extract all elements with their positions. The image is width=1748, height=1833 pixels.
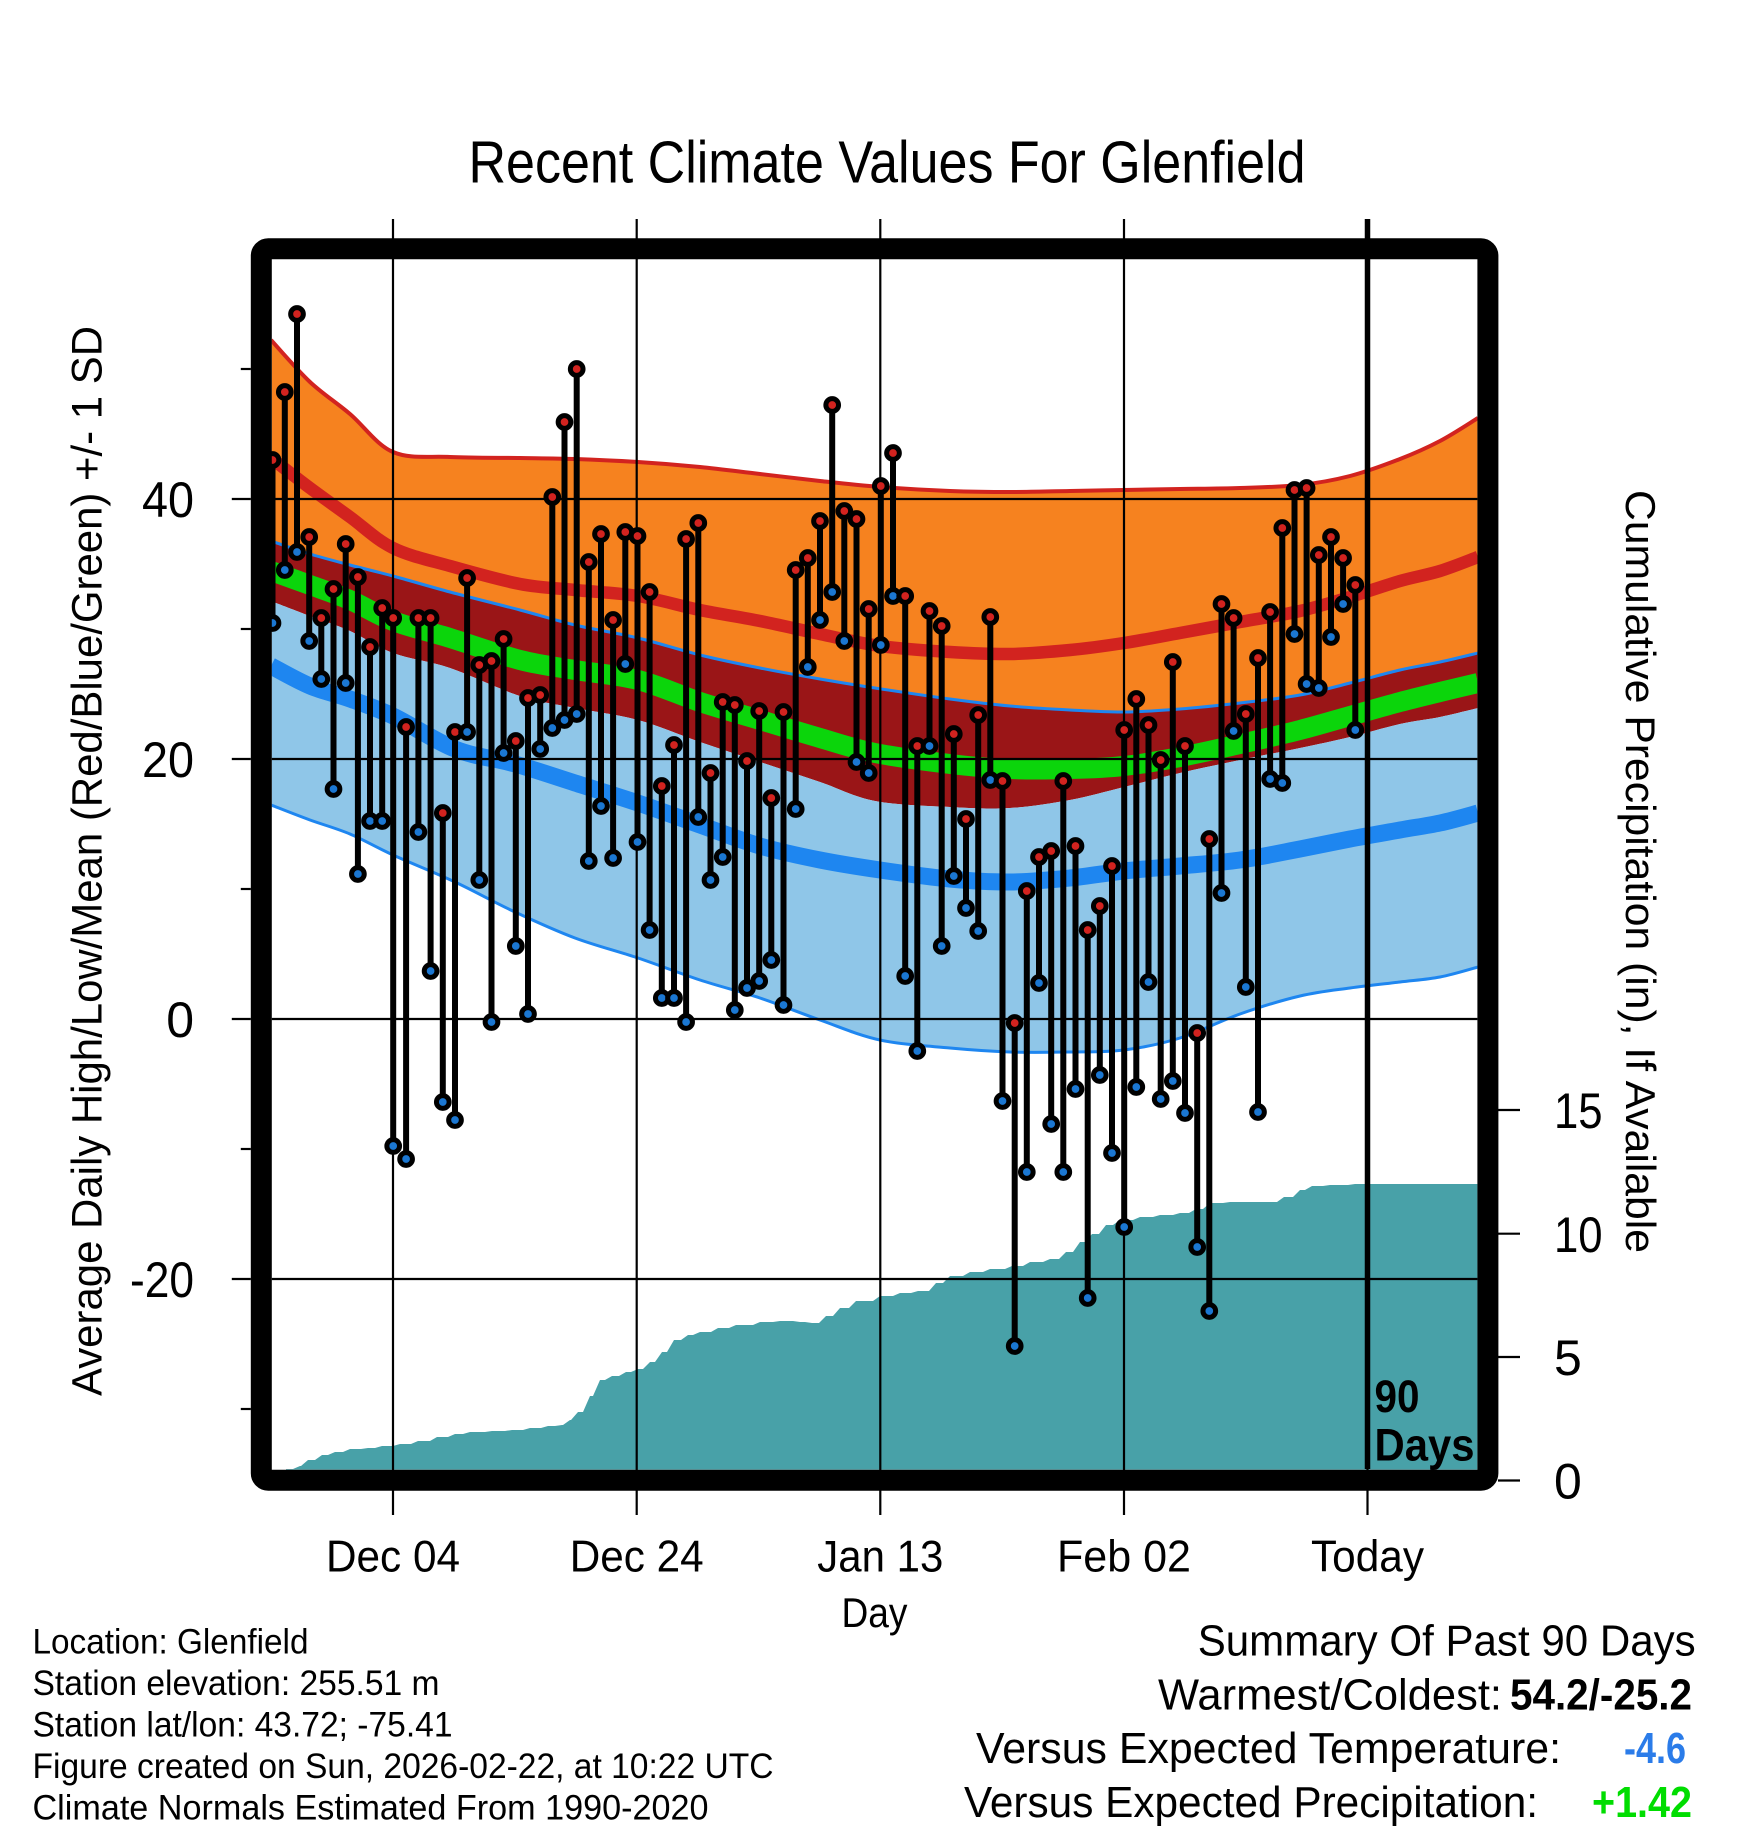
svg-text:90: 90 <box>1375 1371 1420 1422</box>
svg-text:-20: -20 <box>130 1252 194 1308</box>
svg-text:Warmest/Coldest:: Warmest/Coldest: <box>1158 1670 1502 1719</box>
svg-text:Days: Days <box>1375 1420 1475 1471</box>
svg-text:Dec 24: Dec 24 <box>570 1532 704 1581</box>
svg-text:Climate Normals Estimated From: Climate Normals Estimated From 1990-2020 <box>33 1789 709 1828</box>
svg-text:Average Daily High/Low/Mean (R: Average Daily High/Low/Mean (Red/Blue/Gr… <box>64 326 112 1396</box>
svg-text:Jan 13: Jan 13 <box>817 1532 943 1581</box>
svg-text:Day: Day <box>842 1589 908 1636</box>
svg-text:Cumulative Precipitation (in),: Cumulative Precipitation (in), If Availa… <box>1617 490 1664 1253</box>
svg-text:40: 40 <box>142 472 194 528</box>
svg-text:Figure created on Sun, 2026-02: Figure created on Sun, 2026-02-22, at 10… <box>33 1747 774 1786</box>
svg-text:Versus Expected Precipitation:: Versus Expected Precipitation: <box>964 1778 1538 1827</box>
svg-text:-4.6: -4.6 <box>1624 1724 1686 1773</box>
svg-text:5: 5 <box>1554 1330 1582 1386</box>
svg-text:Feb 02: Feb 02 <box>1057 1532 1191 1581</box>
svg-text:Dec 04: Dec 04 <box>326 1532 460 1581</box>
svg-text:Summary Of Past 90 Days: Summary Of Past 90 Days <box>1198 1617 1696 1666</box>
svg-text:Recent Climate Values For Glen: Recent Climate Values For Glenfield <box>469 130 1306 196</box>
svg-text:0: 0 <box>166 992 194 1048</box>
svg-text:20: 20 <box>142 732 194 788</box>
svg-text:Versus Expected Temperature:: Versus Expected Temperature: <box>976 1724 1561 1773</box>
svg-text:Today: Today <box>1311 1532 1425 1581</box>
svg-text:+1.42: +1.42 <box>1592 1778 1692 1827</box>
svg-text:Station elevation: 255.51 m: Station elevation: 255.51 m <box>33 1664 440 1703</box>
svg-text:0: 0 <box>1554 1454 1582 1510</box>
svg-text:15: 15 <box>1554 1083 1603 1139</box>
svg-text:54.2/-25.2: 54.2/-25.2 <box>1510 1670 1692 1719</box>
svg-text:Location: Glenfield: Location: Glenfield <box>33 1623 309 1662</box>
svg-text:Station lat/lon: 43.72; -75.41: Station lat/lon: 43.72; -75.41 <box>33 1706 453 1745</box>
svg-text:10: 10 <box>1554 1207 1603 1263</box>
